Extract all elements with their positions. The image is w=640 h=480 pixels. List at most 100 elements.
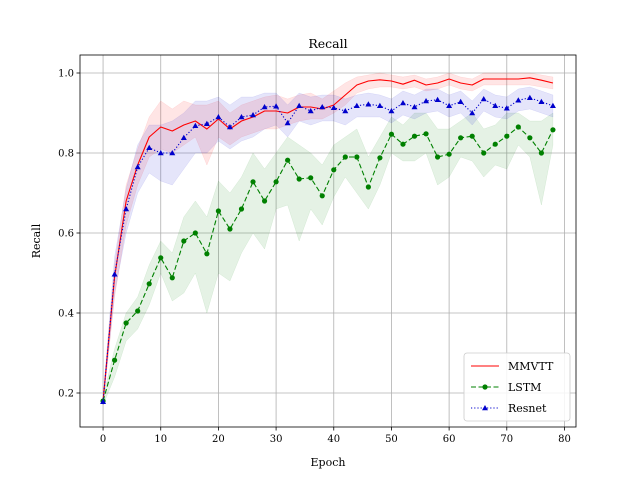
data-point-resnet xyxy=(503,105,510,111)
data-point-lstm xyxy=(446,151,452,157)
y-tick-label: 1.0 xyxy=(58,69,74,80)
legend-marker xyxy=(482,384,488,390)
data-point-lstm xyxy=(331,167,337,173)
data-point-lstm xyxy=(215,208,222,214)
x-tick-label: 70 xyxy=(500,434,513,445)
data-point-resnet xyxy=(100,398,107,405)
data-point-resnet xyxy=(388,108,395,114)
data-point-resnet xyxy=(411,104,418,110)
data-point-resnet xyxy=(296,102,303,109)
data-point-resnet xyxy=(353,102,360,109)
data-point-lstm xyxy=(469,133,475,139)
data-point-resnet xyxy=(365,101,372,107)
chart-title: Recall xyxy=(308,36,347,51)
y-tick-label: 0.8 xyxy=(58,149,74,160)
data-point-resnet xyxy=(261,104,268,110)
data-point-resnet xyxy=(538,98,545,105)
data-point-lstm xyxy=(481,150,487,156)
data-point-lstm xyxy=(423,131,429,137)
data-point-resnet xyxy=(446,102,453,109)
data-point-resnet xyxy=(319,104,326,110)
data-point-lstm xyxy=(319,193,325,199)
data-point-resnet xyxy=(526,94,533,101)
x-tick-label: 60 xyxy=(443,434,456,445)
data-point-resnet xyxy=(180,134,187,141)
data-point-lstm xyxy=(400,141,406,147)
data-point-resnet xyxy=(376,102,383,109)
legend-label-mmvtt: MMVTT xyxy=(508,360,554,373)
data-point-lstm xyxy=(550,127,556,133)
data-point-lstm xyxy=(135,308,141,314)
data-point-resnet xyxy=(111,271,118,277)
data-point-resnet xyxy=(342,108,349,114)
data-point-lstm xyxy=(273,179,279,185)
x-tick-label: 30 xyxy=(270,434,283,445)
series-line-lstm xyxy=(102,126,554,402)
x-tick-label: 50 xyxy=(385,434,398,445)
legend-label-resnet: Resnet xyxy=(508,402,547,415)
data-point-lstm xyxy=(308,175,314,181)
data-point-resnet xyxy=(434,96,441,103)
data-point-resnet xyxy=(469,110,476,116)
data-point-lstm xyxy=(158,255,164,261)
data-point-lstm xyxy=(204,251,210,257)
data-point-resnet xyxy=(169,150,176,156)
data-point-resnet xyxy=(515,97,522,103)
data-point-lstm xyxy=(261,198,268,204)
data-point-resnet xyxy=(215,114,222,120)
series-lines xyxy=(102,77,554,402)
x-axis-label: Epoch xyxy=(311,456,346,469)
data-point-resnet xyxy=(480,96,487,102)
data-point-lstm xyxy=(285,157,291,163)
legend-box xyxy=(463,352,571,422)
data-point-lstm xyxy=(492,141,498,147)
data-point-lstm xyxy=(342,154,348,160)
data-point-lstm xyxy=(250,179,256,185)
data-point-resnet xyxy=(457,98,464,105)
data-point-lstm xyxy=(146,281,152,287)
x-tick-label: 20 xyxy=(212,434,225,445)
series-band-resnet xyxy=(102,86,554,406)
data-point-lstm xyxy=(238,206,245,212)
data-point-resnet xyxy=(549,102,556,109)
x-tick-label: 40 xyxy=(327,434,340,445)
x-tick-label: 80 xyxy=(558,434,571,445)
data-point-lstm xyxy=(365,184,371,190)
data-point-resnet xyxy=(123,206,130,212)
x-tick-label: 0 xyxy=(100,434,106,445)
data-point-lstm xyxy=(169,275,175,281)
data-point-lstm xyxy=(411,133,418,139)
data-point-resnet xyxy=(307,108,314,114)
confidence-bands xyxy=(102,72,554,406)
y-tick-label: 0.4 xyxy=(58,309,74,320)
data-point-resnet xyxy=(157,150,164,156)
data-point-resnet xyxy=(192,122,199,129)
data-point-lstm xyxy=(527,135,533,141)
data-point-lstm xyxy=(296,176,302,182)
series-markers xyxy=(100,94,556,405)
y-tick-label: 0.2 xyxy=(58,389,74,400)
legend: MMVTT LSTM Resnet xyxy=(463,352,571,422)
data-point-resnet xyxy=(238,114,245,120)
plot-frame xyxy=(79,54,577,428)
x-tick-label: 10 xyxy=(154,434,167,445)
axis-ticks: 0 10 20 30 40 50 60 70 80 0.2 0.4 0.6 0.8 1.0 xyxy=(58,69,571,446)
legend-label-lstm: LSTM xyxy=(508,381,541,394)
data-point-resnet xyxy=(330,104,337,111)
y-tick-label: 0.6 xyxy=(58,229,74,240)
data-point-lstm xyxy=(458,135,464,141)
data-point-resnet xyxy=(284,120,291,126)
data-point-lstm xyxy=(504,133,510,139)
data-point-resnet xyxy=(250,112,257,118)
data-point-lstm xyxy=(538,150,544,156)
data-point-resnet xyxy=(273,103,280,109)
data-point-resnet xyxy=(226,124,233,130)
data-point-resnet xyxy=(134,164,141,170)
data-point-resnet xyxy=(399,100,406,106)
data-point-lstm xyxy=(192,230,198,236)
series-band-mmvtt xyxy=(102,72,554,406)
data-point-lstm xyxy=(227,226,233,232)
data-point-lstm xyxy=(181,238,187,244)
data-point-resnet xyxy=(146,144,153,151)
